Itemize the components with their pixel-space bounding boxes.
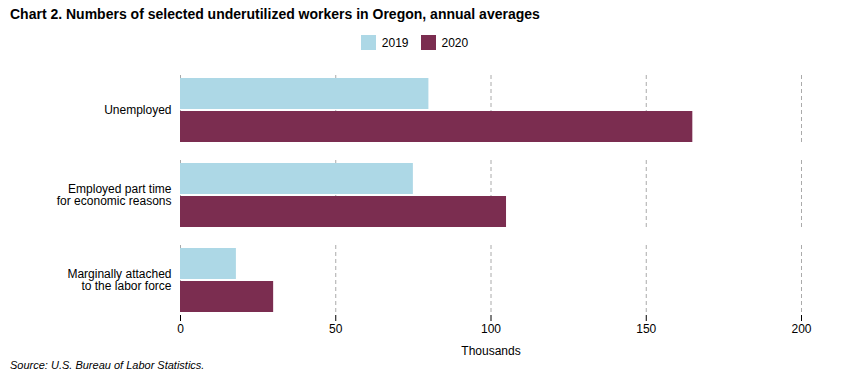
html-text:2019: 2019 <box>381 35 409 50</box>
svg-text:Thousands: Thousands <box>461 344 520 358</box>
svg-text:Employed part timefor economic: Employed part timefor economic reasons <box>57 182 172 208</box>
html-text:Source: U.S. Bureau of Labor S: Source: U.S. Bureau of Labor Statistics. <box>10 359 205 371</box>
svg-text:100: 100 <box>481 322 501 336</box>
svg-text:0: 0 <box>177 322 184 336</box>
svg-text:50: 50 <box>329 322 343 336</box>
svg-text:Unemployed: Unemployed <box>104 103 171 117</box>
svg-text:150: 150 <box>636 322 656 336</box>
svg-text:Marginally attachedto the labo: Marginally attachedto the labor force <box>67 267 171 293</box>
svg-text:200: 200 <box>791 322 811 336</box>
html-text:Chart 2. Numbers of selected u: Chart 2. Numbers of selected underutiliz… <box>10 6 540 22</box>
html-text:2020: 2020 <box>441 35 469 50</box>
